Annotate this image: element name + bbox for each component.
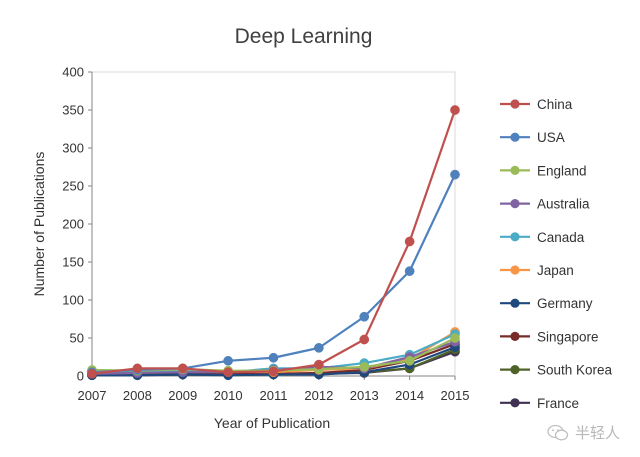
plot-frame bbox=[91, 71, 456, 377]
wechat-icon bbox=[547, 424, 569, 440]
watermark-text: 半轻人 bbox=[574, 425, 620, 442]
data-point bbox=[314, 359, 324, 370]
legend-marker bbox=[510, 298, 520, 308]
x-tick-label: 2013 bbox=[350, 388, 379, 403]
legend-marker bbox=[510, 132, 520, 142]
legend-marker bbox=[510, 398, 520, 408]
x-axis-title: Year of Publication bbox=[214, 415, 330, 431]
data-point bbox=[314, 343, 324, 353]
watermark: 半轻人 bbox=[547, 422, 620, 443]
legend-marker bbox=[510, 232, 520, 242]
legend-label: China bbox=[537, 97, 573, 112]
data-point bbox=[223, 367, 233, 378]
legend-label: Singapore bbox=[537, 329, 599, 344]
x-tick-label: 2010 bbox=[214, 388, 243, 403]
legend-marker bbox=[510, 165, 520, 175]
data-point bbox=[404, 236, 415, 247]
data-point bbox=[268, 366, 279, 377]
chart-title: Deep Learning bbox=[235, 25, 373, 48]
x-tick-label: 2015 bbox=[441, 388, 470, 403]
data-point bbox=[450, 169, 460, 180]
data-point bbox=[359, 334, 370, 345]
legend-marker bbox=[510, 99, 520, 109]
legend-marker bbox=[510, 331, 520, 341]
y-axis-title: Number of Publications bbox=[31, 152, 47, 297]
y-tick-label: 350 bbox=[62, 103, 84, 118]
legend-label: England bbox=[537, 163, 587, 178]
data-point bbox=[359, 311, 370, 322]
data-point bbox=[404, 266, 415, 276]
x-tick-label: 2014 bbox=[395, 388, 424, 403]
data-point bbox=[404, 355, 415, 366]
legend-label: France bbox=[537, 396, 579, 411]
x-tick-label: 2009 bbox=[168, 388, 197, 403]
y-tick-label: 200 bbox=[62, 217, 84, 232]
y-tick-label: 400 bbox=[62, 65, 84, 80]
data-point bbox=[87, 368, 97, 379]
data-point bbox=[177, 363, 188, 374]
x-tick-label: 2007 bbox=[78, 388, 107, 403]
legend-label: Canada bbox=[537, 230, 585, 245]
legend-marker bbox=[510, 365, 520, 375]
legend-label: South Korea bbox=[537, 363, 613, 378]
x-tick-label: 2008 bbox=[123, 388, 152, 403]
x-tick-label: 2011 bbox=[260, 388, 288, 403]
y-tick-label: 300 bbox=[62, 141, 84, 156]
y-tick-label: 50 bbox=[70, 331, 84, 346]
legend-label: Germany bbox=[537, 296, 593, 311]
data-point bbox=[450, 333, 460, 343]
series-line-china bbox=[91, 109, 457, 375]
series-line-usa bbox=[91, 174, 456, 374]
legend-marker bbox=[510, 199, 520, 209]
y-tick-label: 100 bbox=[62, 293, 84, 308]
data-point bbox=[268, 352, 279, 363]
x-tick-label: 2012 bbox=[304, 388, 333, 403]
y-tick-label: 250 bbox=[62, 179, 84, 194]
data-point bbox=[450, 105, 460, 115]
legend-label: Australia bbox=[537, 197, 590, 212]
data-point bbox=[359, 362, 370, 372]
legend-marker bbox=[510, 265, 520, 275]
y-tick-label: 150 bbox=[62, 255, 84, 270]
legend-label: Japan bbox=[537, 263, 574, 278]
y-tick-label: 0 bbox=[77, 369, 84, 384]
data-point bbox=[223, 355, 233, 366]
legend-label: USA bbox=[537, 130, 565, 145]
data-point bbox=[132, 363, 143, 374]
